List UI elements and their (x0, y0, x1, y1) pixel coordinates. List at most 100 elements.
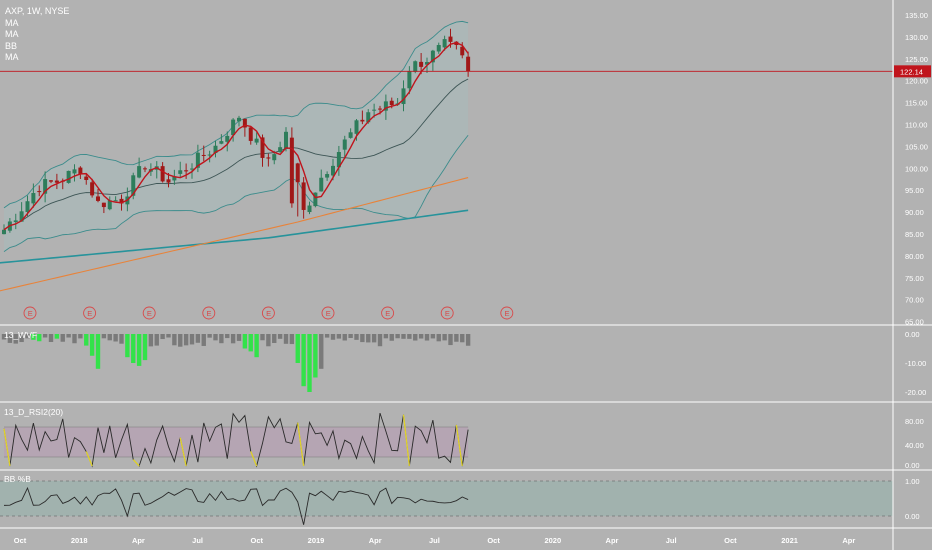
candle-body (13, 220, 18, 223)
candle (207, 150, 212, 163)
earnings-circle (500, 306, 514, 320)
candle-body (301, 182, 306, 210)
wvf-bar (395, 334, 400, 339)
candle-body (436, 45, 441, 52)
earnings-marker: E (202, 306, 216, 320)
earnings-letter: E (505, 309, 510, 318)
earnings-marker: E (440, 306, 454, 320)
wvf-bar (307, 334, 312, 392)
rsi-tick-label: 0.00 (905, 461, 920, 470)
wvf-bar (413, 334, 418, 341)
wvf-pane[interactable] (1, 334, 471, 392)
candle (37, 185, 42, 197)
wvf-bar (407, 334, 412, 339)
wvf-tick-label: -20.00 (905, 388, 926, 397)
pctb-tick-label: 1.00 (905, 477, 920, 486)
candle (442, 35, 447, 51)
earnings-marker: E (381, 306, 395, 320)
rsi-pane[interactable] (3, 412, 469, 468)
wvf-pane-label[interactable]: 13_WVF (4, 330, 38, 340)
earnings-marker: E (142, 306, 156, 320)
candle-body (201, 154, 206, 156)
wvf-bar (442, 334, 447, 341)
price-tick-label: 70.00 (905, 296, 924, 305)
legend-ma-3[interactable]: MA (5, 52, 19, 62)
candle-body (336, 152, 341, 168)
wvf-bar (101, 334, 107, 339)
candle-body (66, 170, 71, 183)
candle-body (219, 141, 224, 144)
rsi-signal (402, 414, 411, 467)
wvf-bar (295, 334, 300, 363)
candle-body (342, 139, 347, 150)
candle-body (466, 56, 471, 72)
wvf-bar (313, 334, 318, 378)
bollinger-upper (3, 20, 469, 209)
ma-slow-line (0, 209, 469, 264)
x-tick-label: 2021 (781, 536, 798, 545)
candle-body (25, 201, 30, 213)
x-tick-label: 2018 (71, 536, 88, 545)
wvf-bar (254, 334, 259, 358)
candle-body (295, 163, 300, 183)
earnings-circle (83, 306, 97, 320)
wvf-bar (401, 334, 406, 339)
candle (78, 166, 83, 179)
legend-bb[interactable]: BB (5, 40, 18, 51)
wvf-bar (119, 334, 124, 344)
candle-body (107, 200, 112, 210)
candle (260, 134, 265, 167)
price-tick-label: 65.00 (905, 318, 924, 327)
pctb-pane-label[interactable]: BB %B (4, 474, 31, 484)
rsi-pane-label[interactable]: 13_D_RSI2(20) (4, 407, 64, 417)
wvf-bar (142, 334, 148, 361)
candle (242, 118, 247, 137)
wvf-bar (131, 334, 136, 363)
candle-body (72, 169, 77, 174)
candle (436, 42, 441, 54)
earnings-circle (142, 306, 156, 320)
candle (307, 201, 312, 215)
wvf-bar (266, 334, 271, 347)
rsi-signal (132, 459, 140, 467)
pctb-zone (0, 481, 893, 516)
wvf-bar (225, 334, 230, 339)
earnings-circle (23, 306, 37, 320)
price-pane[interactable]: 122.14 E E E E E E E E E (0, 20, 931, 320)
earnings-letter: E (87, 309, 92, 318)
wvf-bar (430, 334, 436, 339)
candle-body (190, 168, 194, 170)
candle-body (448, 36, 453, 42)
wvf-bar (189, 334, 195, 345)
candle (237, 115, 241, 127)
symbol-title[interactable]: AXP, 1W, NYSE (5, 6, 70, 16)
wvf-bar (13, 334, 18, 344)
candle (101, 202, 106, 214)
wvf-bar (107, 334, 112, 341)
candle (49, 180, 53, 184)
ma-mid-line (0, 177, 469, 292)
legend-ma-2[interactable]: MA (5, 29, 19, 39)
candle-body (284, 131, 288, 149)
candle (84, 173, 89, 185)
candle-body (113, 200, 118, 202)
wvf-bar (248, 334, 253, 352)
earnings-letter: E (385, 309, 390, 318)
candle (278, 141, 283, 153)
wvf-bar (236, 334, 242, 341)
wvf-bar (242, 334, 248, 349)
candle-body (19, 211, 24, 222)
price-tick-label: 90.00 (905, 208, 924, 217)
candle (383, 94, 388, 120)
earnings-marker: E (321, 306, 335, 320)
candle-body (378, 108, 382, 110)
candle-body (131, 175, 136, 196)
pctb-pane[interactable] (0, 480, 893, 525)
candle-body (331, 165, 335, 176)
last-price-label: 122.14 (900, 67, 923, 76)
earnings-marker: E (83, 306, 97, 320)
earnings-letter: E (266, 309, 271, 318)
candle (184, 163, 189, 179)
legend-ma-1[interactable]: MA (5, 17, 19, 28)
